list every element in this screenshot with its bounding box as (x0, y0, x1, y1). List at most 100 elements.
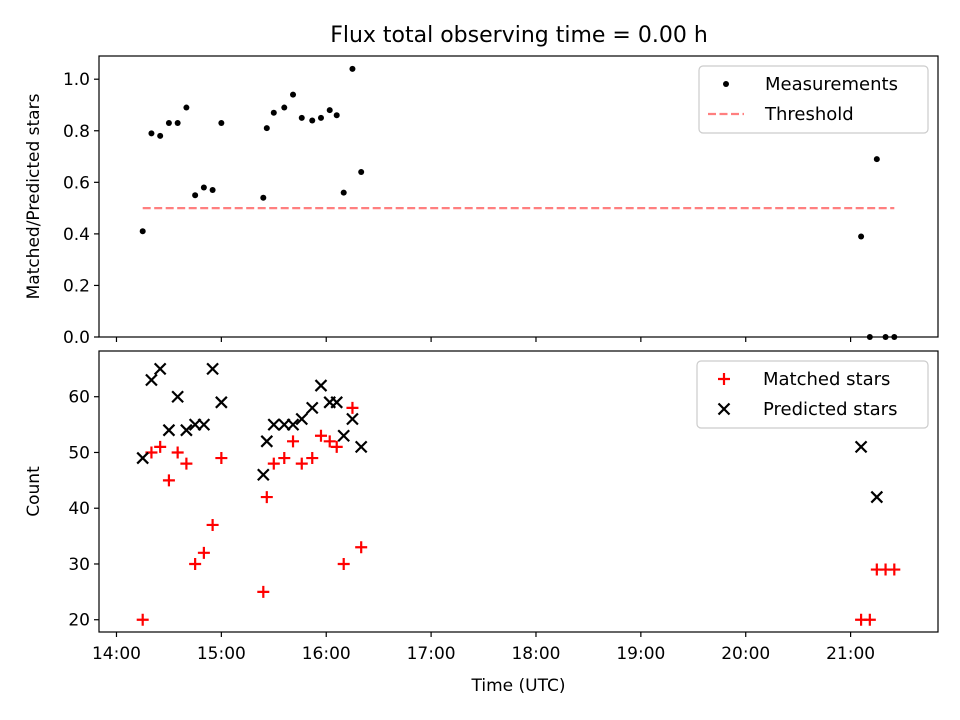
bottom-panel-marks (136, 362, 901, 626)
y-axis-label: Matched/Predicted stars (24, 93, 44, 299)
measurement-point (281, 104, 288, 111)
matched-star-point (257, 585, 270, 598)
predicted-star-point (215, 396, 228, 409)
x-tick-label: 18:00 (511, 644, 560, 664)
predicted-star-point (267, 418, 281, 431)
matched-star-point (330, 440, 343, 453)
matched-star-point (206, 518, 219, 531)
y-tick-label: 0.4 (63, 225, 90, 245)
predicted-star-point (305, 401, 319, 415)
legend-label: Matched stars (763, 369, 890, 390)
top-panel-axes: 0.0 0.2 0.4 0.6 0.8 1.0 Matched/Predicted star… (24, 55, 939, 348)
matched-star-point (287, 435, 300, 448)
top-panel-marks (139, 65, 898, 340)
x-tick-label: 21:00 (826, 644, 875, 664)
matched-star-point (278, 452, 291, 465)
measurement-point (270, 109, 277, 116)
predicted-star-point (206, 362, 219, 376)
measurement-point (309, 117, 316, 124)
matched-star-point (863, 613, 876, 626)
y-tick-label: 20 (68, 611, 90, 631)
measurement-point (263, 125, 270, 132)
measurement-point (183, 104, 190, 111)
y-axis-label: Count (24, 466, 44, 517)
legend-label: Measurements (765, 74, 898, 95)
legend-label: Predicted stars (763, 399, 897, 420)
bottom-panel-axes: 20 30 40 50 60 14:00 15:00 16:00 17:00 18:00 19:00… (24, 350, 939, 696)
predicted-star-point (153, 362, 167, 376)
predicted-star-point (260, 435, 274, 448)
x-tick-label: 17:00 (407, 644, 456, 664)
predicted-star-point (346, 412, 359, 426)
matched-star-point (346, 401, 359, 414)
predicted-star-point (171, 390, 184, 403)
measurement-point (333, 112, 340, 119)
matched-star-point (355, 541, 368, 554)
measurement-point (873, 156, 880, 163)
measurement-point (165, 120, 172, 127)
measurement-point (358, 169, 365, 176)
measurement-point (148, 130, 155, 137)
matched-star-point (295, 457, 308, 470)
bottom-panel: 20 30 40 50 60 14:00 15:00 16:00 17:00 18:00 19:00… (24, 350, 939, 696)
matched-star-point (171, 446, 184, 459)
measurement-point (218, 120, 225, 127)
y-tick-label: 0.8 (63, 122, 90, 142)
predicted-star-point (870, 490, 884, 504)
plot-frame (98, 55, 939, 338)
top-panel-legend: Measurements Threshold (698, 65, 929, 134)
predicted-star-point (295, 412, 309, 426)
predicted-star-point (162, 423, 176, 437)
matched-star-point (260, 491, 273, 504)
measurement-point (349, 65, 356, 72)
x-tick-label: 15:00 (197, 644, 246, 664)
measurement-point (209, 187, 216, 194)
matched-star-point (215, 452, 228, 465)
legend-marker (717, 402, 731, 416)
predicted-star-point (286, 418, 300, 431)
predicted-star-point (314, 379, 328, 392)
legend-marker (723, 81, 729, 87)
predicted-star-point (854, 440, 868, 454)
legend-marker (718, 373, 730, 385)
measurement-point (192, 192, 199, 199)
measurement-point (298, 114, 305, 121)
measurement-point (200, 184, 207, 191)
matched-star-point (136, 613, 149, 626)
y-tick-label: 60 (68, 388, 90, 408)
matched-star-point (267, 457, 280, 470)
x-axis-label: Time (UTC) (471, 676, 566, 696)
predicted-star-point (136, 451, 149, 465)
y-tick-label: 0.0 (63, 328, 90, 348)
measurement-point (139, 228, 146, 235)
x-tick-label: 20:00 (721, 644, 770, 664)
legend-label: Threshold (764, 104, 854, 125)
y-tick-label: 40 (68, 499, 90, 519)
predicted-star-point (197, 418, 211, 431)
measurement-point (858, 233, 865, 240)
matched-star-point (323, 435, 336, 448)
predicted-star-point (330, 396, 343, 409)
matched-star-point (154, 440, 167, 453)
measurement-point (317, 114, 324, 121)
matched-star-point (306, 452, 319, 465)
measurement-point (326, 107, 333, 114)
y-tick-label: 0.2 (63, 276, 90, 296)
matched-star-point (197, 546, 210, 559)
y-tick-label: 30 (68, 555, 90, 575)
x-tick-label: 16:00 (302, 644, 351, 664)
matched-star-point (189, 557, 202, 570)
measurement-point (174, 120, 181, 127)
predicted-star-point (354, 440, 368, 454)
legend-box (698, 65, 929, 134)
matched-star-point (162, 474, 175, 487)
plot-frame (98, 350, 939, 633)
y-tick-label: 50 (68, 443, 90, 463)
measurement-point (290, 91, 297, 98)
top-panel: 0.0 0.2 0.4 0.6 0.8 1.0 Matched/Predicted star… (24, 55, 939, 348)
predicted-star-point (180, 423, 193, 437)
x-tick-label: 14:00 (92, 644, 141, 664)
y-tick-label: 1.0 (63, 70, 90, 90)
predicted-star-point (257, 468, 270, 482)
matched-star-point (337, 557, 350, 570)
